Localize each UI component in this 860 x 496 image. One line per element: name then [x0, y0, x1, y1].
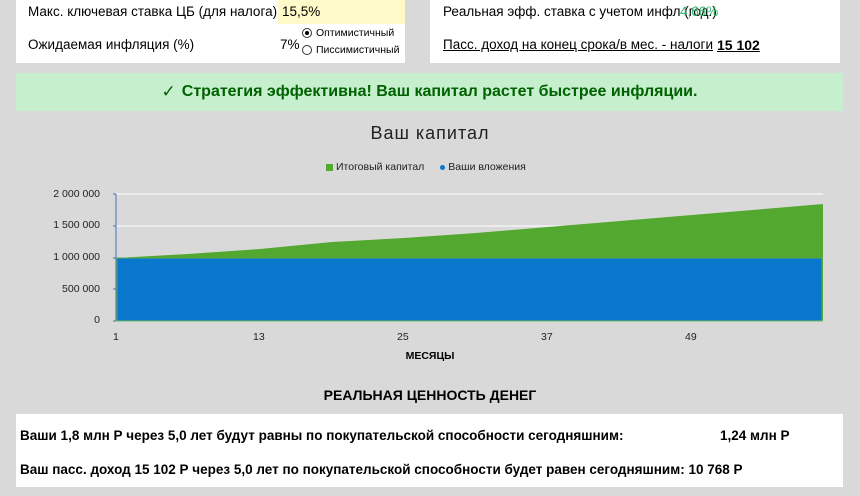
inflation-value[interactable]: 7% — [280, 37, 300, 52]
key-rate-value: 15,5% — [282, 4, 321, 19]
real-value-line1-value: 1,24 млн Р — [720, 428, 790, 443]
radio-optimistic[interactable]: Оптимистичный — [302, 27, 394, 39]
real-value-title: РЕАЛЬНАЯ ЦЕННОСТЬ ДЕНЕГ — [323, 387, 537, 403]
status-banner: ✓ Стратегия эффективна! Ваш капитал раст… — [16, 73, 843, 111]
status-banner-text: Стратегия эффективна! Ваш капитал растет… — [181, 83, 698, 100]
x-tick: 25 — [397, 331, 409, 343]
key-rate-label: Макс. ключевая ставка ЦБ (для налога) — [28, 4, 278, 19]
real-value-line1: Ваши 1,8 млн Р через 5,0 лет будут равны… — [20, 428, 624, 443]
y-tick: 500 000 — [62, 283, 100, 295]
y-tick: 1 000 000 — [53, 251, 100, 263]
real-rate-value: 4,66% — [680, 4, 719, 19]
chart-title: Ваш капитал — [370, 123, 490, 143]
passive-income-value: 15 102 — [717, 37, 760, 53]
real-value-panel: Ваши 1,8 млн Р через 5,0 лет будут равны… — [16, 414, 843, 487]
x-tick: 49 — [685, 331, 697, 343]
results-panel: Реальная эфф. ставка с учетом инфл (год.… — [430, 0, 840, 63]
legend-blue-swatch-icon — [440, 164, 446, 170]
passive-income-label: Пасс. доход на конец срока/в мес. - нало… — [443, 37, 714, 52]
chart-legend: Итоговый капитал Ваши вложения — [326, 161, 526, 173]
real-rate-label: Реальная эфф. ставка с учетом инфл (год.… — [443, 4, 717, 19]
y-tick: 2 000 000 — [53, 188, 100, 200]
radio-pessimistic-label: Писсимистичный — [316, 44, 400, 56]
check-icon: ✓ — [161, 82, 176, 101]
legend-item-total: Итоговый капитал — [336, 161, 425, 173]
x-tick: 13 — [253, 331, 265, 343]
y-tick: 0 — [94, 314, 100, 326]
y-tick: 1 500 000 — [53, 219, 100, 231]
inputs-panel: Макс. ключевая ставка ЦБ (для налога) 15… — [16, 0, 405, 63]
x-axis-title: МЕСЯЦЫ — [405, 350, 455, 362]
real-value-line2: Ваш пасс. доход 15 102 Р через 5,0 лет п… — [20, 462, 743, 477]
radio-unchecked-icon — [302, 45, 312, 55]
legend-green-swatch-icon — [326, 163, 333, 171]
area-invested — [116, 257, 823, 322]
radio-optimistic-label: Оптимистичный — [316, 27, 395, 39]
radio-pessimistic[interactable]: Писсимистичный — [302, 44, 399, 56]
key-rate-input[interactable]: 15,5% — [278, 0, 405, 24]
x-tick: 1 — [113, 331, 119, 343]
radio-checked-icon — [302, 28, 312, 38]
legend-item-invested: Ваши вложения — [448, 161, 526, 173]
inflation-label: Ожидаемая инфляция (%) — [28, 37, 195, 52]
x-tick: 37 — [541, 331, 553, 343]
y-axis-ticks — [113, 193, 116, 322]
